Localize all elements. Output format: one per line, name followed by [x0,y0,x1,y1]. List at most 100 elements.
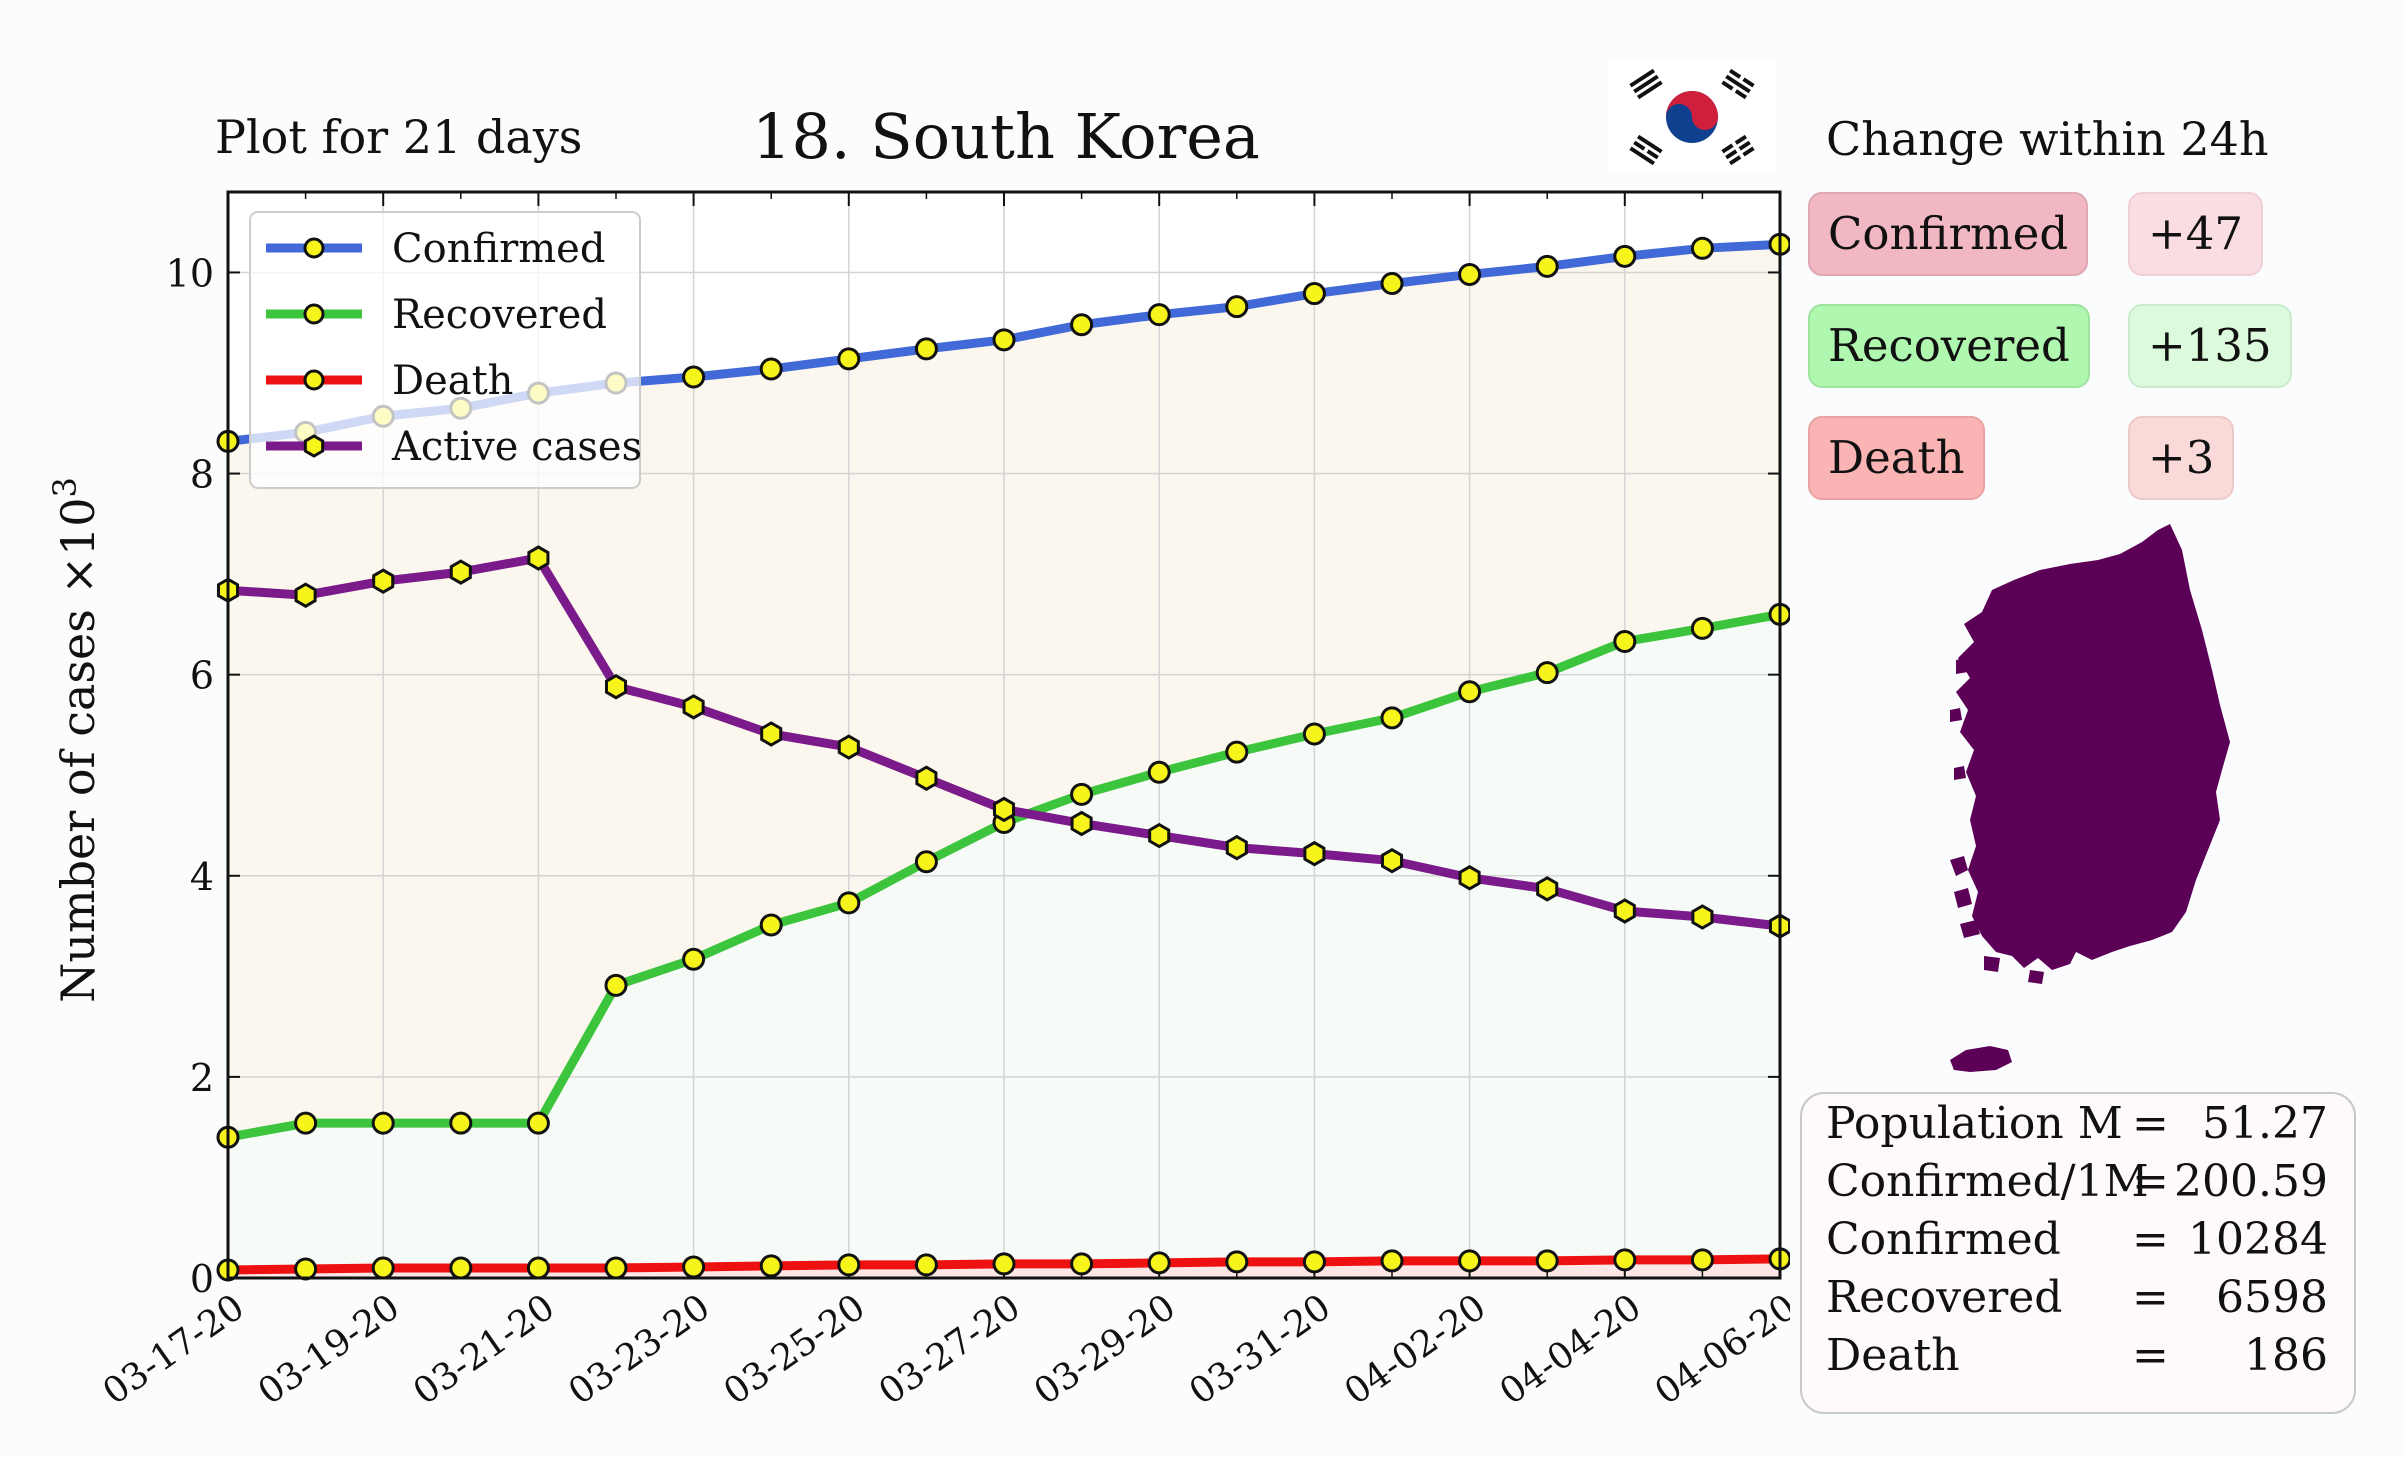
stat-label: Confirmed/1M [1826,1156,2149,1207]
y-tick-label: 6 [190,654,214,698]
stat-label: Recovered [1826,1272,2063,1323]
data-point [604,1256,628,1280]
data-point [837,891,861,915]
data-point [1380,272,1404,296]
data-point [371,1256,395,1280]
stat-row-population: Population M = 51.27 [1826,1098,2328,1156]
legend-label: Confirmed [392,226,605,272]
data-point [449,1111,473,1135]
data-point [992,796,1016,823]
data-point [1536,876,1559,902]
data-point [759,1254,783,1278]
chart-title: 18. South Korea [752,100,1260,173]
data-point [449,559,472,585]
data-point [1225,1250,1249,1274]
legend-label: Recovered [392,292,607,338]
stat-row-confirmed-per-1m: Confirmed/1M = 200.59 [1826,1156,2328,1214]
stat-label: Death [1826,1330,1960,1381]
stat-equals: = [2132,1156,2169,1207]
data-point [992,1252,1016,1276]
stat-value: 186 [2244,1330,2328,1381]
data-point [1302,722,1326,746]
data-point [1070,810,1093,837]
stat-equals: = [2132,1330,2169,1381]
data-point [1380,1249,1404,1273]
death-label-chip: Death [1808,416,1985,500]
x-tick-label: 04-04-20 [1493,1287,1649,1413]
data-point [604,674,628,700]
data-point [1690,236,1714,260]
data-point [914,1253,938,1277]
data-point [294,582,317,608]
stat-label: Population M [1826,1098,2123,1149]
data-point [1690,1248,1714,1272]
data-point [1458,680,1482,704]
y-axis-label-exponent: 3 [46,477,84,497]
stat-value: 200.59 [2174,1156,2328,1207]
data-point [1380,706,1404,730]
stat-equals: = [2132,1098,2169,1149]
stat-value: 10284 [2188,1214,2328,1265]
stat-label: Confirmed [1826,1214,2061,1265]
data-point [1303,840,1326,867]
data-point [371,1111,395,1135]
plot-frame [226,190,1782,1280]
legend-label: Death [392,358,513,404]
data-point [1535,254,1559,278]
stat-value: 6598 [2216,1272,2328,1323]
death-delta-chip: +3 [2128,416,2235,500]
data-point [294,1257,318,1281]
data-point [682,947,706,971]
data-point [915,765,938,791]
plot-subtitle: Plot for 21 days [215,110,583,164]
stats-panel: Population M = 51.27 Confirmed/1M = 200.… [1800,1092,2356,1414]
data-point [372,568,395,594]
data-point [760,721,783,747]
stat-row-recovered: Recovered = 6598 [1826,1272,2328,1330]
x-tick-label: 03-25-20 [717,1287,873,1413]
data-point [1691,904,1714,930]
data-point [1613,244,1637,268]
data-point [1302,282,1326,306]
data-point [449,1256,473,1280]
legend-marker [303,434,325,458]
data-point [1690,616,1714,640]
x-tick-label: 03-27-20 [872,1287,1028,1413]
stat-equals: = [2132,1214,2169,1265]
data-point [1613,898,1636,924]
data-point [1535,1249,1559,1273]
legend-marker [303,237,325,259]
data-point [759,357,783,381]
data-point [1225,834,1248,861]
confirmed-delta-chip: +47 [2128,192,2263,276]
x-tick-label: 03-17-20 [96,1287,252,1413]
data-point [526,1111,550,1135]
stat-row-confirmed: Confirmed = 10284 [1826,1214,2328,1272]
data-point [759,913,783,937]
stat-row-death: Death = 186 [1826,1330,2328,1388]
y-tick-label: 4 [190,855,214,899]
legend-marker [303,369,325,391]
x-tick-label: 04-06-20 [1648,1287,1790,1413]
data-point [526,1256,550,1280]
data-point [527,545,550,571]
south-korea-flag-icon [1608,62,1776,172]
x-tick-label: 03-29-20 [1027,1287,1183,1413]
data-point [1458,1249,1482,1273]
legend-label: Active cases [391,424,642,470]
legend-box [249,211,641,489]
x-tick-label: 04-02-20 [1337,1287,1493,1413]
stat-value: 51.27 [2202,1098,2328,1149]
y-tick-label: 10 [166,251,214,295]
x-tick-label: 03-21-20 [406,1287,562,1413]
data-point [1225,295,1249,319]
data-point [992,328,1016,352]
data-point [294,1111,318,1135]
data-point [1147,303,1171,327]
data-point [682,1255,706,1279]
y-tick-label: 8 [190,453,214,497]
data-point [682,365,706,389]
data-point [1458,865,1481,891]
data-point [604,973,628,997]
y-axis-label: Number of cases ×103 [46,477,105,1003]
